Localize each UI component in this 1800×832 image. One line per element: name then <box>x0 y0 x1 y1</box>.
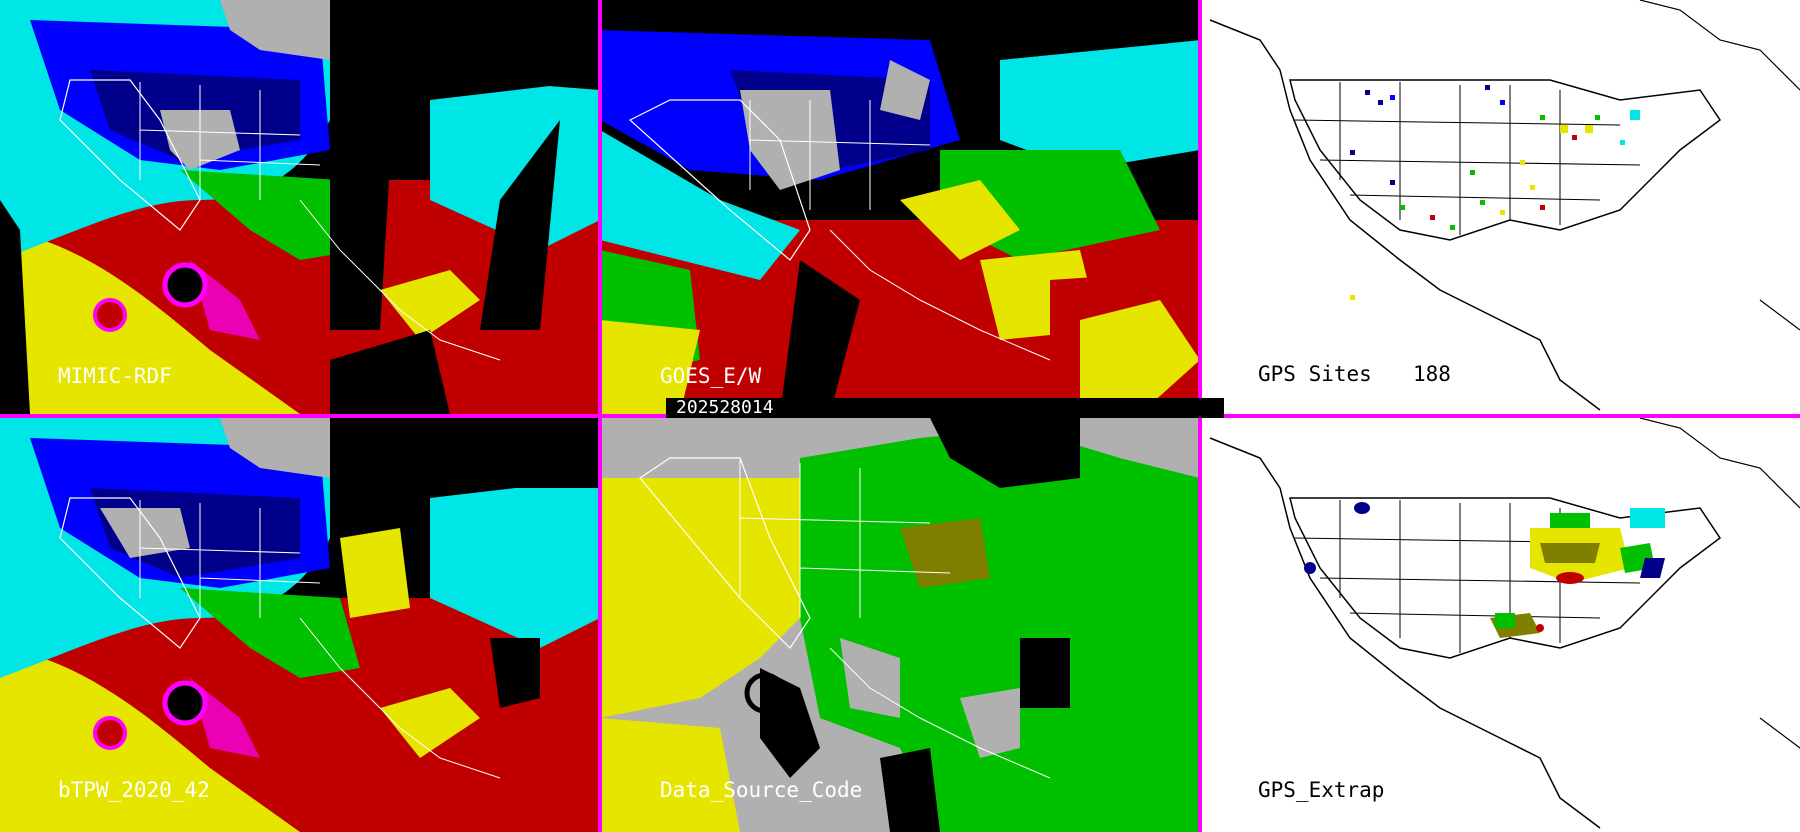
goes-ew-imagery <box>600 0 1200 414</box>
btpw-imagery <box>0 418 600 832</box>
panel-label: GPS Sites <box>1258 362 1372 386</box>
gps-extrap-map <box>1200 418 1800 832</box>
panel-gps-extrap: GPS_Extrap <box>1200 418 1800 832</box>
panel-gps-sites: GPS Sites 188 <box>1200 0 1800 414</box>
panel-btpw: bTPW_2020_42 <box>0 418 600 832</box>
separator-vertical-left <box>598 0 602 832</box>
gps-site-count: 188 <box>1413 362 1451 386</box>
mimic-rdf-imagery <box>0 0 600 414</box>
panel-mimic-rdf: MIMIC-RDF <box>0 0 600 414</box>
panel-label: MIMIC-RDF <box>58 364 172 388</box>
panel-label: bTPW_2020_42 <box>58 778 210 802</box>
gps-sites-map <box>1200 0 1800 414</box>
panel-goes-ew: GOES_E/W <box>600 0 1200 414</box>
data-source-code-map <box>600 418 1200 832</box>
panel-data-source-code: Data_Source_Code <box>600 418 1200 832</box>
panel-label: GPS_Extrap <box>1258 778 1385 802</box>
panel-label: Data_Source_Code <box>660 778 863 802</box>
panel-label: GOES_E/W <box>660 364 762 388</box>
timestamp-bar: 202528014 <box>666 398 1224 418</box>
